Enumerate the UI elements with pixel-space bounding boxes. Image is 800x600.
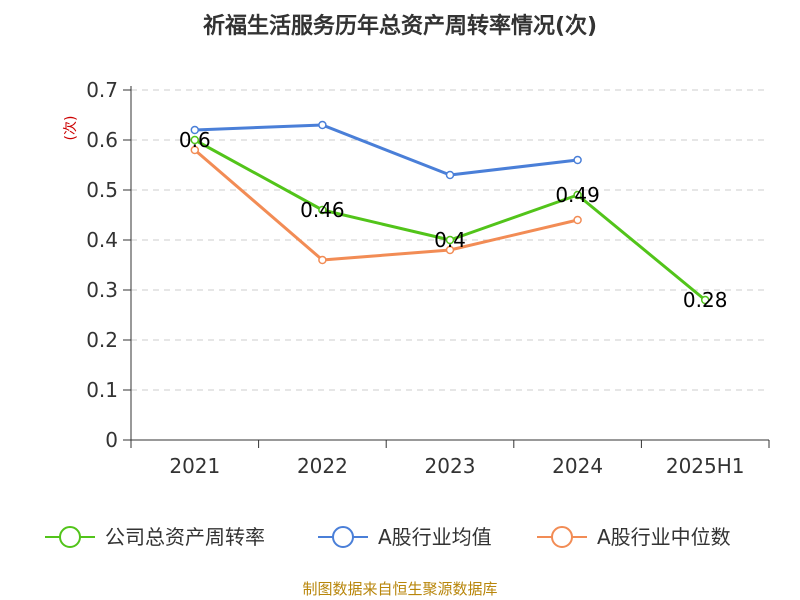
legend-label-0: 公司总资产周转率 [105, 525, 265, 549]
data-point-1-2 [445, 170, 455, 180]
legend-marker-1 [332, 526, 354, 548]
axes: 0 0.1 0.2 0.3 0.4 0.5 0.6 0.7 2021 2022 2023 2024 20… [86, 78, 770, 478]
data-point-0-2 [445, 235, 455, 245]
chart-title: 祈福生活服务历年总资产周转率情况(次) [203, 13, 597, 39]
legend-label-1: A股行业均值 [378, 525, 492, 549]
data-label: 0.28 [683, 288, 728, 312]
x-tick-label: 2021 [169, 454, 220, 478]
y-axis-label: (次) [63, 116, 79, 141]
y-tick-label: 0.3 [86, 278, 118, 302]
series-0 [190, 135, 710, 305]
x-tick-label: 2025H1 [666, 454, 745, 478]
data-point-0-1 [318, 205, 327, 215]
legend-marker-0 [59, 526, 81, 548]
y-tick-label: 0 [105, 428, 118, 452]
data-point-2-2 [445, 245, 455, 255]
legend-item-2: A股行业中位数 [537, 525, 731, 549]
y-tick-label: 0.6 [86, 128, 118, 152]
series-2 [190, 145, 582, 265]
legend-label-2: A股行业中位数 [597, 525, 731, 549]
legend-marker-2 [551, 526, 573, 548]
y-tick-label: 0.5 [86, 178, 118, 202]
data-label: 0.4 [434, 228, 466, 252]
y-tick-label: 0.1 [86, 378, 118, 402]
legend-item-0: 公司总资产周转率 [45, 525, 265, 549]
data-point-0-3 [573, 190, 582, 200]
series-group [190, 120, 710, 305]
data-point-0-0 [190, 135, 200, 145]
data-label: 0.46 [300, 198, 345, 222]
data-label: 0.6 [179, 128, 211, 152]
data-point-2-1 [318, 255, 327, 265]
x-tick-label: 2022 [297, 454, 348, 478]
data-point-1-3 [573, 155, 582, 165]
series-1 [190, 120, 582, 180]
series-line-1 [194, 123, 578, 177]
series-line-0 [194, 138, 707, 302]
data-point-1-0 [190, 125, 200, 135]
data-point-2-0 [190, 145, 200, 155]
source-note: 制图数据来自恒生聚源数据库 [302, 580, 497, 598]
y-tick-label: 0.2 [86, 328, 118, 352]
data-labels: 0.6 0.46 0.4 0.49 0.28 [179, 128, 728, 312]
data-point-1-1 [318, 120, 327, 130]
data-point-2-3 [573, 215, 582, 225]
data-label: 0.49 [555, 183, 600, 207]
y-tick-label: 0.4 [86, 228, 118, 252]
y-tick-label: 0.7 [86, 78, 118, 102]
legend-item-1: A股行业均值 [318, 525, 492, 549]
data-point-0-4 [700, 295, 710, 305]
legend: 公司总资产周转率 A股行业均值 A股行业中位数 [45, 525, 731, 549]
series-line-2 [193, 148, 578, 262]
x-tick-label: 2023 [425, 454, 476, 478]
x-tick-label: 2024 [552, 454, 603, 478]
